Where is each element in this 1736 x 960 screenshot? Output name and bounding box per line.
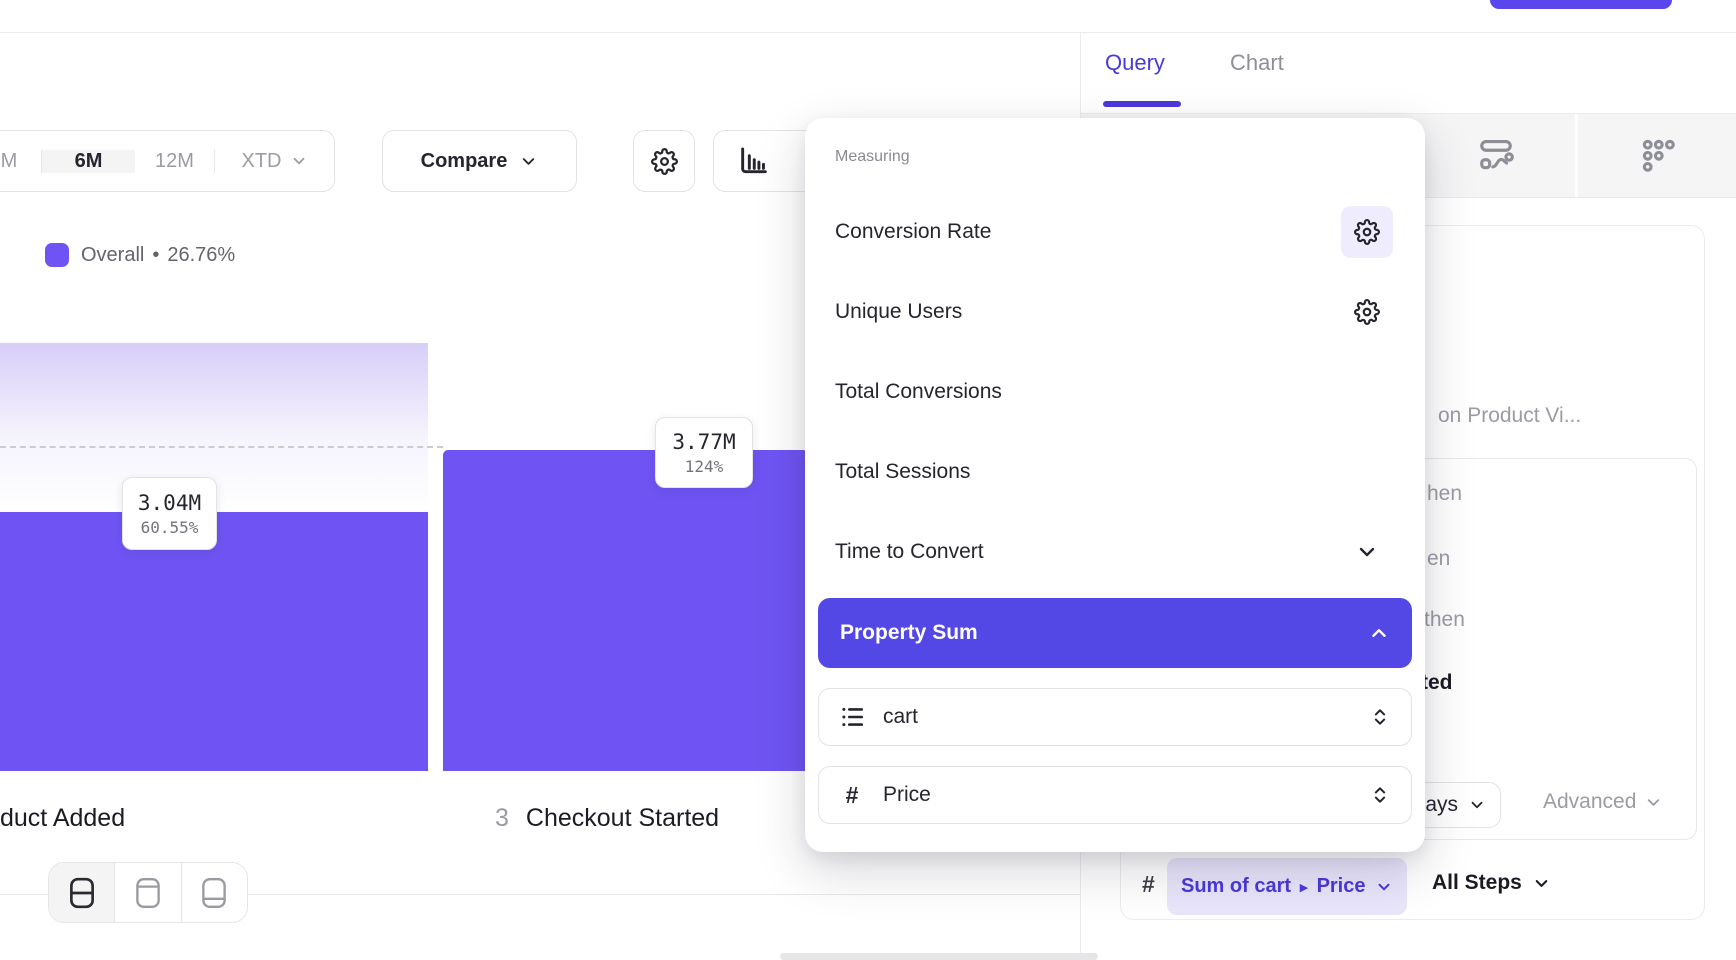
chevron-up-icon [1368, 622, 1390, 644]
bar-value-1: 3.04M [137, 490, 202, 515]
selected-event: cart [883, 705, 919, 728]
query-step-fragment-3[interactable]: then [1424, 608, 1465, 631]
menu-item-label: Unique Users [835, 300, 963, 323]
legend-label: Overall [81, 243, 145, 266]
legend-item-overall[interactable]: Overall • 26.76% [45, 243, 235, 267]
step-name: Checkout Started [525, 804, 720, 832]
menu-item-label: Time to Convert [835, 540, 984, 563]
bar-chart-icon [736, 145, 768, 177]
chevron-down-icon [1468, 796, 1486, 814]
date-range-6m[interactable]: 6M [41, 149, 135, 173]
flows-view-button[interactable] [1468, 127, 1524, 183]
bar-value-label-2: 3.77M 124% [655, 417, 753, 488]
chevron-down-icon [1532, 874, 1551, 893]
measuring-popover: Measuring Conversion Rate Unique Users [805, 118, 1425, 852]
menu-item-property-sum-selected[interactable]: Property Sum [818, 598, 1412, 668]
step-number: 3 [495, 804, 509, 832]
chevron-down-icon [519, 152, 538, 171]
topbar-divider [0, 32, 1736, 33]
measurement-title-fragment: on Product Vi... [1438, 404, 1582, 427]
gear-icon [1354, 219, 1380, 245]
gear-icon [650, 147, 678, 175]
legend-value: 26.76% [167, 243, 236, 266]
hash-icon: # [845, 781, 859, 808]
menu-item-total-conversions[interactable]: Total Conversions [805, 352, 1425, 432]
layout-toggle-group [48, 862, 248, 923]
step-label-checkout-started: 3 Checkout Started [495, 804, 719, 833]
conversion-rate-settings-button[interactable] [1341, 206, 1393, 258]
advanced-label: Advanced [1543, 790, 1637, 813]
all-steps-dropdown[interactable]: All Steps [1432, 871, 1551, 895]
save-button[interactable] [1490, 0, 1672, 9]
all-steps-label: All Steps [1432, 871, 1522, 894]
layout-toggle-split-middle[interactable] [49, 863, 115, 922]
chevron-down-icon [290, 152, 308, 170]
legend-separator: • [152, 243, 160, 266]
chevron-down-icon [1341, 526, 1393, 578]
query-step-fragment-4[interactable]: ted [1421, 671, 1453, 694]
measurement-chip-sum-of-cart-price[interactable]: Sum of cart ▸ Price [1167, 858, 1407, 915]
bar-value-2: 3.77M [672, 429, 736, 454]
split-middle-icon [67, 876, 97, 910]
layout-toggle-line-bottom[interactable] [180, 863, 247, 922]
menu-item-label: Total Sessions [835, 460, 971, 483]
layout-toggle-line-top[interactable] [114, 863, 180, 922]
gear-icon [1354, 299, 1380, 325]
conversion-window-label-fragment: ays [1425, 793, 1458, 816]
menu-item-label: Total Conversions [835, 380, 1002, 403]
menu-item-time-to-convert[interactable]: Time to Convert [805, 512, 1425, 592]
tab-query-active-underline [1103, 101, 1181, 107]
property-sum-event-selector[interactable]: cart [818, 688, 1412, 746]
legend-swatch [45, 243, 69, 267]
chart-table-divider [0, 894, 1080, 895]
menu-item-label: Property Sum [840, 621, 978, 644]
flows-icon [1477, 136, 1515, 174]
advanced-dropdown[interactable]: Advanced [1543, 790, 1663, 814]
tab-query[interactable]: Query [1105, 50, 1165, 75]
line-top-icon [133, 876, 163, 910]
date-range-xtd[interactable]: XTD [214, 149, 334, 173]
popover-header: Measuring [835, 148, 910, 165]
chart-settings-button[interactable] [633, 130, 695, 192]
selected-property: Price [883, 783, 931, 806]
bar-rate-1: 60.55% [140, 517, 199, 537]
step-label-product-added-fragment: duct Added [0, 804, 126, 832]
reference-dashed-line [0, 446, 443, 448]
date-range-segmented-control: M 6M 12M XTD [0, 130, 335, 192]
date-range-12m[interactable]: 12M [155, 149, 194, 172]
funnel-bar-checkout-started[interactable] [443, 450, 808, 771]
chip-text: Sum of cart [1181, 875, 1292, 897]
unique-users-settings-button[interactable] [1341, 286, 1393, 338]
select-updown-icon [1369, 784, 1391, 806]
menu-item-label: Conversion Rate [835, 220, 992, 243]
select-updown-icon [1369, 706, 1391, 728]
horizontal-scrollbar[interactable] [780, 953, 1098, 960]
list-icon [839, 704, 865, 730]
compare-button[interactable]: Compare [382, 130, 577, 192]
property-sum-property-selector[interactable]: # Price [818, 766, 1412, 824]
menu-item-total-sessions[interactable]: Total Sessions [805, 432, 1425, 512]
date-range-1m[interactable]: M [0, 149, 18, 172]
strip-divider [1575, 114, 1578, 197]
dots-funnel-view-button[interactable] [1630, 127, 1686, 183]
popover-item-list: Conversion Rate Unique Users Total Conve… [805, 192, 1425, 592]
query-step-fragment-2[interactable]: en [1427, 547, 1451, 570]
line-bottom-icon [199, 876, 229, 910]
date-range-xtd-label: XTD [241, 149, 282, 172]
chip-arrow-icon: ▸ [1300, 878, 1308, 896]
bar-value-label-1: 3.04M 60.55% [122, 477, 217, 550]
measurement-type-symbol[interactable]: # [1142, 871, 1155, 897]
dots-funnel-icon [1639, 136, 1677, 174]
funnel-bar-product-added[interactable] [0, 512, 428, 771]
menu-item-conversion-rate[interactable]: Conversion Rate [805, 192, 1425, 272]
bar-rate-2: 124% [684, 456, 724, 476]
tab-chart[interactable]: Chart [1230, 50, 1284, 75]
query-step-fragment-1[interactable]: hen [1427, 482, 1463, 505]
menu-item-unique-users[interactable]: Unique Users [805, 272, 1425, 352]
chevron-down-icon [1644, 793, 1663, 812]
chip-property: Price [1316, 875, 1366, 897]
compare-label: Compare [420, 149, 508, 172]
chevron-down-icon [1375, 878, 1393, 896]
